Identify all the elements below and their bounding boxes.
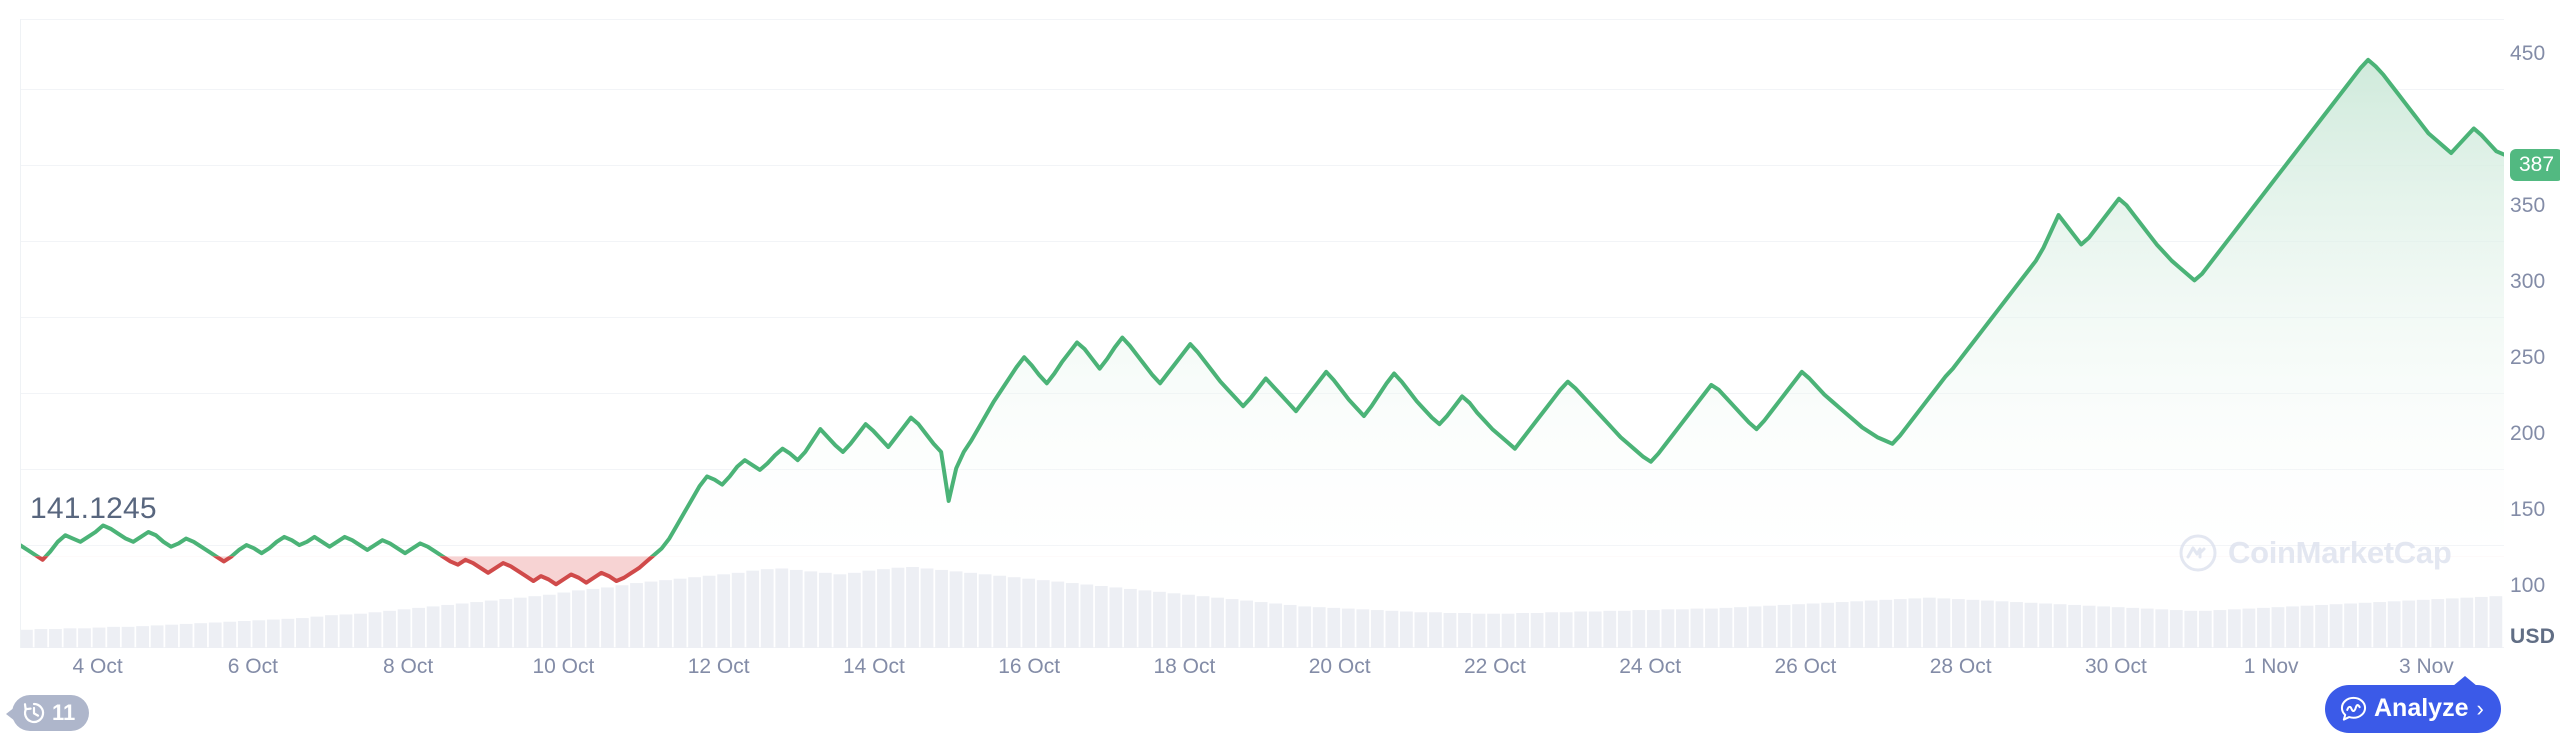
y-axis-tick: 100 bbox=[2510, 574, 2546, 597]
x-axis-tick: 16 Oct bbox=[998, 655, 1061, 678]
currency-label: USD bbox=[2510, 625, 2556, 648]
history-badge[interactable]: 11 bbox=[5, 695, 90, 731]
x-axis-tick: 12 Oct bbox=[687, 655, 750, 678]
y-axis-tick: 150 bbox=[2510, 498, 2546, 521]
x-axis-tick: 22 Oct bbox=[1463, 655, 1526, 678]
y-axis-tick: 250 bbox=[2510, 346, 2546, 369]
analyze-button-label: Analyze bbox=[2374, 694, 2469, 722]
gridline bbox=[20, 89, 2504, 90]
y-axis-tick: 300 bbox=[2510, 270, 2546, 293]
gridline bbox=[20, 19, 2504, 20]
price-area-down bbox=[20, 556, 2504, 585]
clock-history-icon bbox=[23, 702, 45, 724]
y-axis-tick: 350 bbox=[2510, 194, 2546, 217]
x-axis-tick: 30 Oct bbox=[2084, 655, 2147, 678]
analyze-button[interactable]: Analyze › bbox=[2325, 676, 2501, 733]
x-axis-tick: 28 Oct bbox=[1929, 655, 1992, 678]
analyze-chat-icon bbox=[2340, 696, 2367, 721]
y-axis-tick: 200 bbox=[2510, 422, 2546, 445]
price-area-up bbox=[20, 59, 2504, 557]
x-axis-tick: 1 Nov bbox=[2243, 655, 2299, 678]
gridline bbox=[20, 165, 2504, 166]
x-axis-tick: 4 Oct bbox=[72, 655, 123, 678]
y-axis-tick: 450 bbox=[2510, 42, 2546, 65]
x-axis-tick: 8 Oct bbox=[383, 655, 434, 678]
gridline bbox=[20, 317, 2504, 318]
volume-bars bbox=[20, 567, 2503, 648]
x-axis-tick: 20 Oct bbox=[1308, 655, 1371, 678]
price-series-svg bbox=[20, 57, 2504, 648]
x-axis-tick: 26 Oct bbox=[1774, 655, 1837, 678]
x-axis-tick: 6 Oct bbox=[227, 655, 278, 678]
y-axis: 450 350 300 250 200 150 100 387 USD bbox=[2510, 0, 2560, 680]
history-badge-count: 11 bbox=[52, 700, 76, 725]
gridline bbox=[20, 241, 2504, 242]
left-axis-rule bbox=[20, 19, 21, 648]
current-price-badge: 387 bbox=[2510, 149, 2560, 181]
baseline-price-label: 141.1245 bbox=[30, 492, 157, 525]
x-axis-tick: 18 Oct bbox=[1153, 655, 1216, 678]
x-axis-tick: 10 Oct bbox=[532, 655, 595, 678]
x-axis-tick: 24 Oct bbox=[1619, 655, 1682, 678]
x-axis-tick: 3 Nov bbox=[2398, 655, 2454, 678]
x-axis-tick: 14 Oct bbox=[842, 655, 905, 678]
chart-plot-area bbox=[20, 19, 2504, 648]
price-line-up bbox=[20, 57, 2504, 557]
chevron-right-icon: › bbox=[2476, 695, 2484, 721]
x-axis: 4 Oct 6 Oct 8 Oct 10 Oct 12 Oct 14 Oct 16 Oct 1… bbox=[0, 655, 2560, 685]
